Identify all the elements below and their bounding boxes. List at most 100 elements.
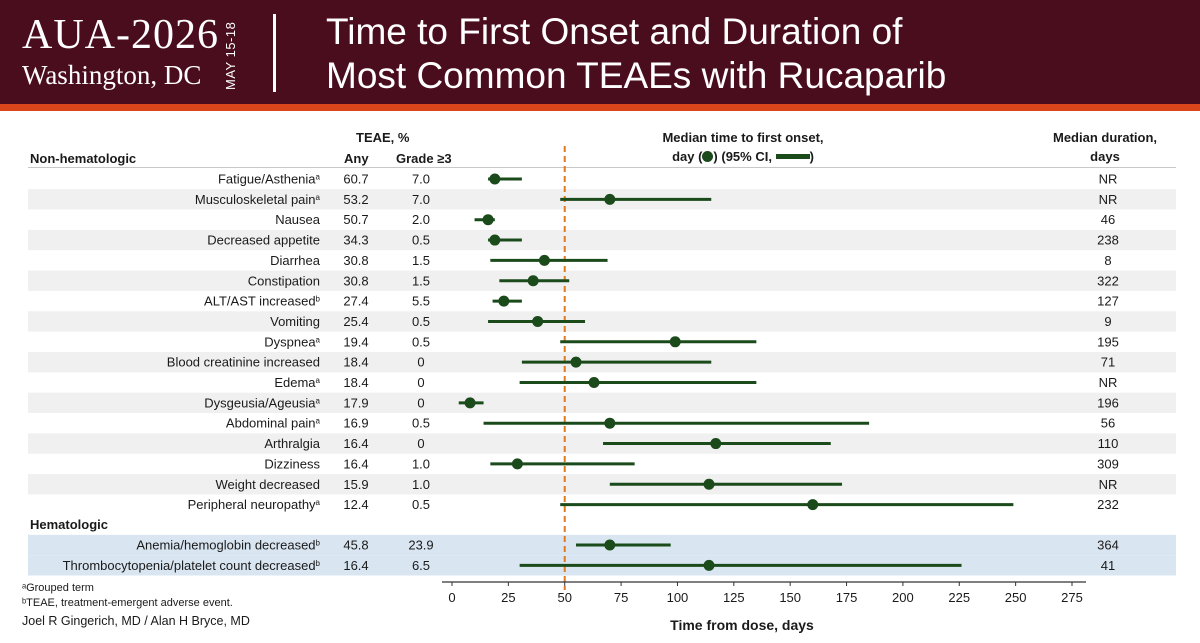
duration-value: 110 <box>1098 436 1119 451</box>
title-line-2: Most Common TEAEs with Rucaparib <box>326 55 947 96</box>
grade3-column-header: Grade ≥3 <box>396 151 452 166</box>
duration-value: 232 <box>1097 497 1119 512</box>
grade3-value: 0.5 <box>412 314 430 329</box>
legend-median-dot <box>702 151 714 162</box>
median-marker <box>511 458 523 470</box>
duration-value: 46 <box>1101 212 1115 227</box>
page-title: Time to First Onset and Duration of Most… <box>326 10 1186 98</box>
duration-header-line-2: days <box>1090 149 1120 164</box>
row-label: Dyspneaa <box>264 334 320 349</box>
conference-logo: AUA-2026 <box>22 12 219 58</box>
onset-header-line-2: day ( ) (95% CI, ) <box>613 149 873 164</box>
duration-value: 41 <box>1101 558 1115 573</box>
median-marker <box>604 417 616 429</box>
row-label: Fatigue/Astheniaa <box>218 172 321 187</box>
any-value: 12.4 <box>343 497 368 512</box>
row-label-superscript: b <box>316 538 321 547</box>
legend-ci-bar <box>775 154 810 159</box>
any-value: 30.8 <box>343 273 368 288</box>
onset-header-text-a: day ( <box>672 149 703 164</box>
onset-header-text-c: ) <box>809 149 814 164</box>
x-tick-label: 250 <box>1005 590 1027 605</box>
row-label: Nausea <box>275 212 321 227</box>
grade3-value: 0 <box>417 436 424 451</box>
row-label: Musculoskeletal paina <box>195 192 321 207</box>
row-label-superscript: a <box>316 172 321 181</box>
median-marker <box>489 173 501 185</box>
median-marker <box>588 377 600 388</box>
duration-value: NR <box>1099 192 1118 207</box>
duration-header-line-1: Median duration, <box>1053 130 1157 145</box>
median-marker <box>710 438 722 450</box>
section-nonhematologic: Non-hematologic <box>30 151 137 166</box>
duration-value: 71 <box>1101 355 1115 370</box>
x-tick-label: 200 <box>892 590 914 605</box>
teae-percent-header: TEAE, % <box>356 130 410 145</box>
any-value: 25.4 <box>343 314 368 329</box>
duration-value: 322 <box>1097 273 1119 288</box>
row-label: Anemia/hemoglobin decreasedb <box>136 538 320 553</box>
grade3-value: 0 <box>417 375 424 390</box>
row-background <box>28 270 1176 291</box>
grade3-value: 0.5 <box>412 233 430 248</box>
any-value: 60.7 <box>343 172 368 187</box>
section-hematologic: Hematologic <box>30 517 109 532</box>
median-marker <box>570 356 582 368</box>
any-value: 27.4 <box>343 294 368 309</box>
onset-header-line-1: Median time to first onset, <box>662 130 824 145</box>
grade3-value: 6.5 <box>412 558 430 573</box>
title-line-1: Time to First Onset and Duration of <box>326 11 903 52</box>
grade3-value: 0.5 <box>412 497 430 512</box>
row-label-superscript: a <box>316 396 321 405</box>
median-marker <box>669 336 681 348</box>
row-label: Diarrhea <box>270 253 321 268</box>
x-tick-label: 75 <box>614 590 628 605</box>
x-tick-label: 50 <box>557 590 571 605</box>
row-label-superscript: a <box>316 192 321 201</box>
any-value: 19.4 <box>343 334 368 349</box>
x-axis-label: Time from dose, days <box>670 617 814 633</box>
row-label: Dysgeusia/Ageusiaa <box>204 395 320 410</box>
duration-value: 238 <box>1097 233 1119 248</box>
x-tick-label: 150 <box>779 590 801 605</box>
any-value: 45.8 <box>343 538 368 553</box>
x-tick-label: 225 <box>948 590 970 605</box>
duration-value: 8 <box>1104 253 1111 268</box>
row-background <box>28 229 1176 251</box>
grade3-value: 0 <box>417 395 424 410</box>
row-label-superscript: a <box>316 498 321 507</box>
duration-value: NR <box>1099 172 1118 187</box>
any-value: 18.4 <box>343 375 368 390</box>
duration-value: NR <box>1099 375 1118 390</box>
median-marker <box>527 275 539 287</box>
duration-value: NR <box>1099 477 1118 492</box>
grade3-value: 7.0 <box>412 192 430 207</box>
duration-value: 195 <box>1097 334 1119 349</box>
header-banner <box>0 0 1200 104</box>
grade3-value: 2.0 <box>412 212 430 227</box>
median-marker <box>532 315 544 327</box>
row-label-superscript: a <box>316 376 321 385</box>
any-value: 16.9 <box>343 416 368 431</box>
grade3-value: 1.0 <box>412 456 430 471</box>
row-label: Abdominal paina <box>226 416 321 431</box>
row-label: Edemaa <box>274 375 320 390</box>
row-label: Vomiting <box>270 314 320 329</box>
median-marker <box>489 234 501 246</box>
onset-header-text-b: ) (95% CI, <box>713 149 772 164</box>
grade3-value: 1.5 <box>412 273 430 288</box>
any-value: 16.4 <box>343 558 368 573</box>
x-tick-label: 100 <box>667 590 689 605</box>
any-value: 15.9 <box>343 477 368 492</box>
grade3-value: 0.5 <box>412 334 430 349</box>
row-label: Blood creatinine increased <box>167 355 320 370</box>
grade3-value: 0.5 <box>412 416 430 431</box>
grade3-value: 1.5 <box>412 253 430 268</box>
footnote-b: ᵇTEAE, treatment-emergent adverse event. <box>22 597 233 609</box>
duration-value: 196 <box>1097 395 1119 410</box>
any-value: 53.2 <box>343 192 368 207</box>
row-background <box>28 311 1176 332</box>
duration-value: 56 <box>1101 416 1115 431</box>
row-background <box>28 433 1176 454</box>
